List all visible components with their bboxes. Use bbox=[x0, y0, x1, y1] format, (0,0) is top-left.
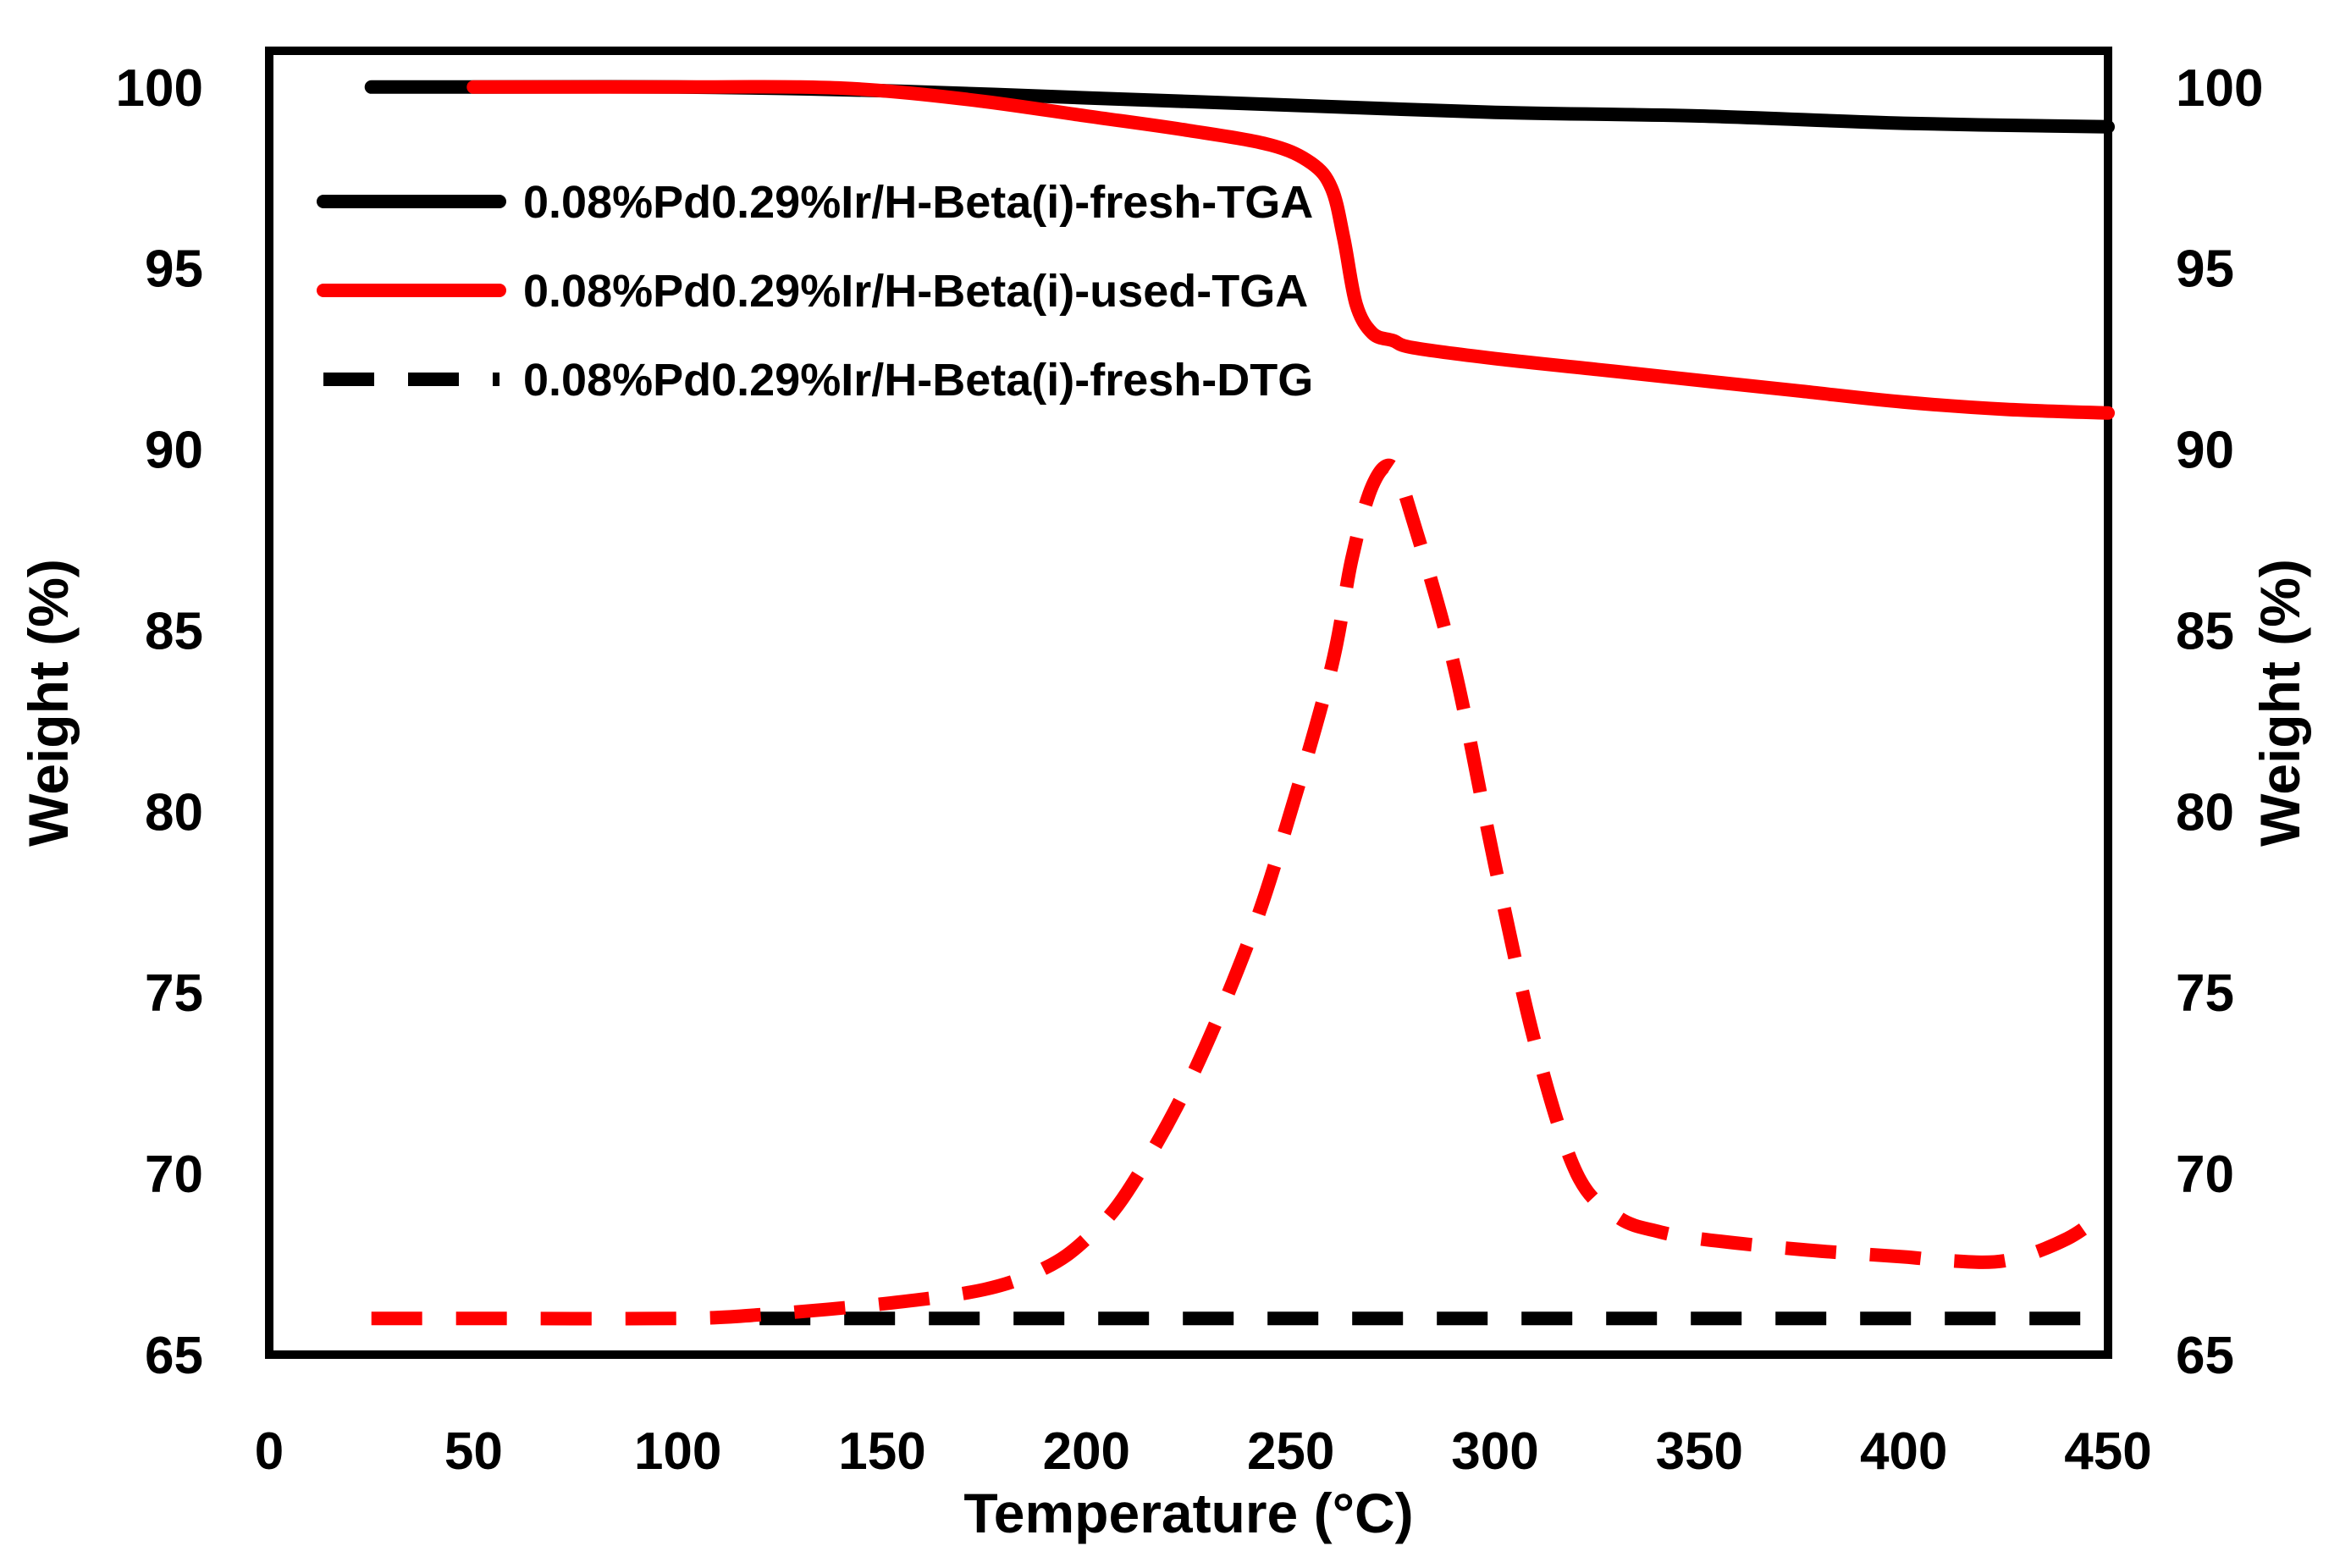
y-tick-label-left: 100 bbox=[116, 59, 203, 118]
y-axis-left-title: Weight (%) bbox=[17, 559, 80, 847]
series-layer bbox=[364, 80, 2115, 1326]
y-axis-left-ticks: 65 70 75 80 85 90 95 100 bbox=[116, 59, 203, 1385]
x-axis-ticks: 0 50 100 150 200 250 300 350 400 450 bbox=[255, 1422, 2152, 1481]
x-tick-label: 50 bbox=[444, 1422, 503, 1481]
x-tick-label: 0 bbox=[255, 1422, 284, 1481]
x-tick-label: 350 bbox=[1656, 1422, 1743, 1481]
y-tick-label-right: 90 bbox=[2176, 422, 2234, 480]
series-line-2 bbox=[466, 80, 2115, 420]
y-tick-label-left: 80 bbox=[145, 783, 203, 842]
y-tick-label-right: 65 bbox=[2176, 1327, 2234, 1385]
y-tick-label-right: 75 bbox=[2176, 964, 2234, 1023]
x-tick-label: 100 bbox=[634, 1422, 721, 1481]
y-tick-label-left: 90 bbox=[145, 422, 203, 480]
y-tick-label-right: 80 bbox=[2176, 783, 2234, 842]
y-tick-label-right: 95 bbox=[2176, 240, 2234, 299]
y-tick-label-left: 75 bbox=[145, 964, 203, 1023]
legend-label: 0.08%Pd0.29%Ir/H-Beta(i)-fresh-DTG bbox=[523, 355, 1313, 406]
x-tick-label: 450 bbox=[2064, 1422, 2151, 1481]
y-tick-label-right: 100 bbox=[2176, 59, 2263, 118]
legend: 0.08%Pd0.29%Ir/H-Beta(i)-fresh-TGA 0.08%P… bbox=[317, 177, 1313, 406]
y-axis-right-title: Weight (%) bbox=[2249, 559, 2311, 847]
legend-label: 0.08%Pd0.29%Ir/H-Beta(i)-fresh-TGA bbox=[523, 177, 1313, 228]
y-tick-label-left: 85 bbox=[145, 602, 203, 660]
x-tick-label: 250 bbox=[1247, 1422, 1334, 1481]
series-line-4 bbox=[371, 458, 2112, 1326]
y-tick-label-right: 85 bbox=[2176, 602, 2234, 660]
x-tick-label: 200 bbox=[1043, 1422, 1130, 1481]
x-tick-label: 300 bbox=[1451, 1422, 1538, 1481]
y-tick-label-left: 65 bbox=[145, 1327, 203, 1385]
y-tick-label-right: 70 bbox=[2176, 1146, 2234, 1204]
x-axis-title: Temperature (°C) bbox=[963, 1482, 1413, 1544]
x-tick-label: 400 bbox=[1860, 1422, 1947, 1481]
y-axis-right-ticks: 65 70 75 80 85 90 95 100 bbox=[2176, 59, 2263, 1385]
legend-label: 0.08%Pd0.29%Ir/H-Beta(i)-used-TGA bbox=[523, 266, 1308, 317]
y-tick-label-left: 95 bbox=[145, 240, 203, 299]
x-tick-label: 150 bbox=[838, 1422, 925, 1481]
plot-area bbox=[265, 47, 2112, 1359]
y-tick-label-left: 70 bbox=[145, 1146, 203, 1204]
